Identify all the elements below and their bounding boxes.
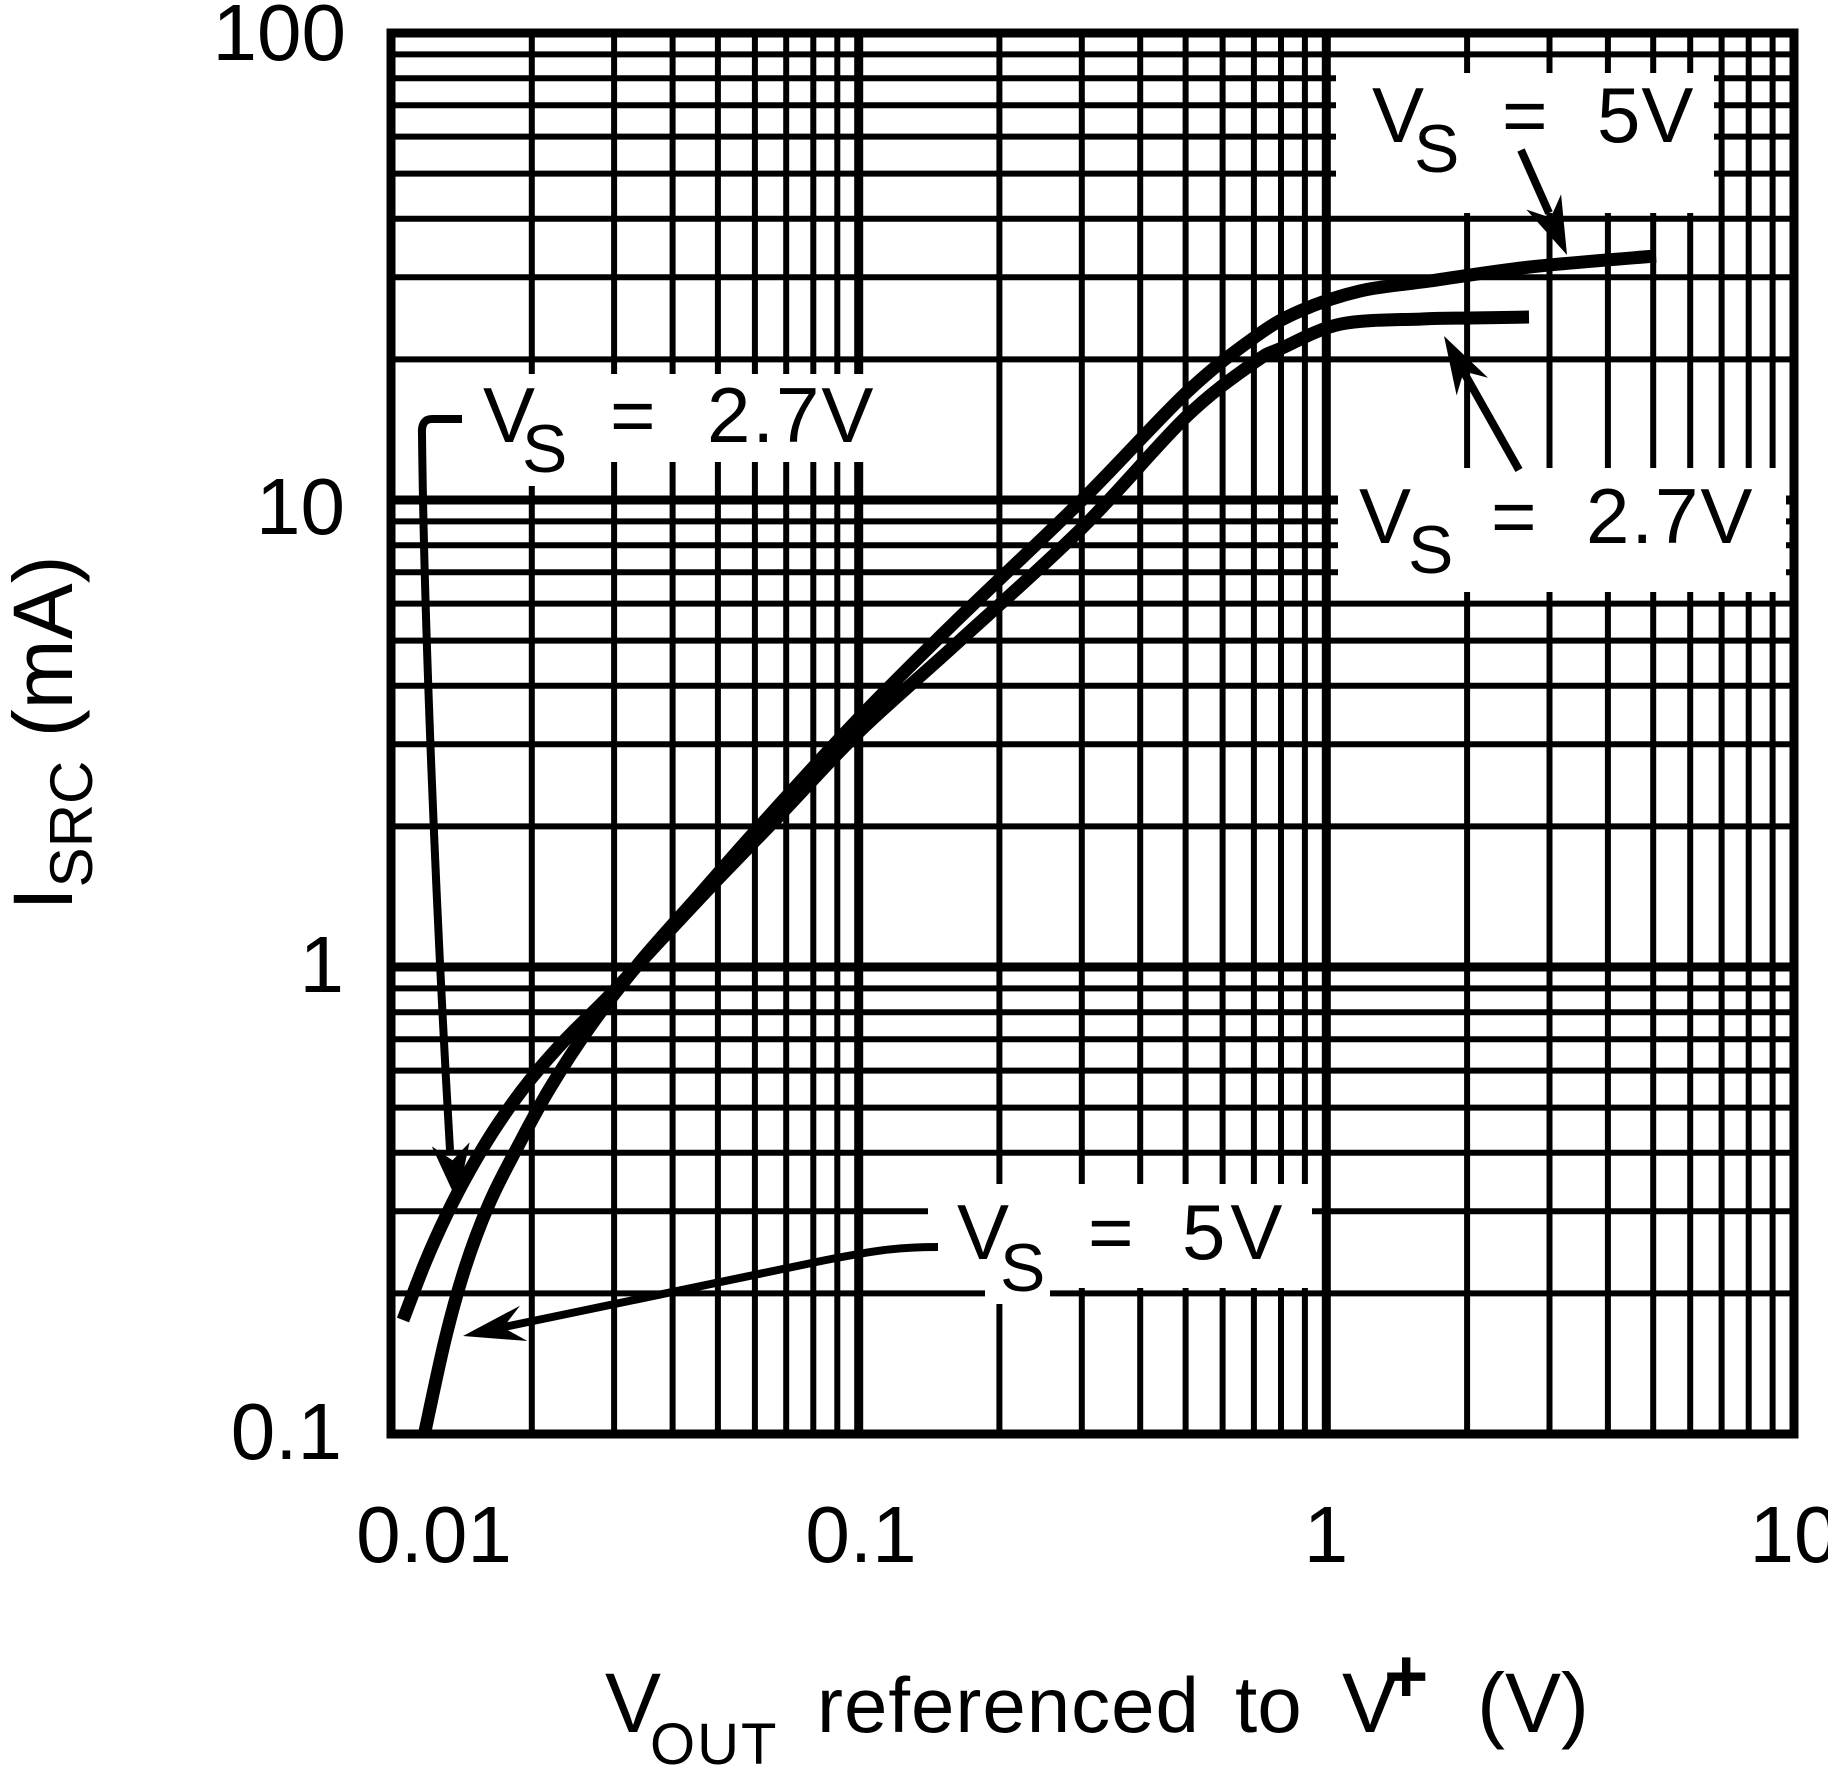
svg-text:S: S: [1408, 512, 1453, 588]
svg-text:5V: 5V: [1182, 1188, 1287, 1276]
svg-text:V: V: [1372, 71, 1424, 159]
svg-text:5V: 5V: [1597, 71, 1694, 159]
svg-text:0.1: 0.1: [805, 1490, 916, 1579]
svg-text:(V): (V): [1477, 1656, 1589, 1750]
svg-text:0.1: 0.1: [231, 1387, 342, 1476]
svg-text:2.7V: 2.7V: [1586, 472, 1754, 560]
svg-text:=: =: [1502, 71, 1548, 159]
svg-text:2.7V: 2.7V: [707, 371, 875, 459]
svg-text:=: =: [610, 371, 656, 459]
svg-text:+: +: [1384, 1634, 1428, 1719]
svg-text:V: V: [483, 371, 535, 459]
svg-text:100: 100: [213, 0, 346, 77]
svg-text:1: 1: [1304, 1490, 1349, 1579]
svg-text:V: V: [957, 1188, 1009, 1276]
svg-text:OUT: OUT: [650, 1712, 778, 1769]
svg-text:10: 10: [256, 462, 345, 551]
svg-text:S: S: [522, 411, 567, 487]
svg-text:to: to: [1235, 1660, 1302, 1749]
svg-text:S: S: [1000, 1230, 1045, 1306]
svg-text:1: 1: [300, 920, 345, 1009]
svg-text:V: V: [1359, 472, 1411, 560]
svg-text:10: 10: [1750, 1490, 1828, 1579]
svg-text:V: V: [605, 1656, 661, 1750]
svg-text:=: =: [1088, 1188, 1134, 1276]
svg-text:V: V: [1342, 1656, 1398, 1750]
svg-text:=: =: [1491, 472, 1537, 560]
svg-text:ISRC (mA): ISRC (mA): [0, 555, 105, 910]
svg-text:0.01: 0.01: [356, 1490, 512, 1579]
svg-text:S: S: [1414, 111, 1459, 187]
svg-text:referenced: referenced: [817, 1661, 1200, 1749]
